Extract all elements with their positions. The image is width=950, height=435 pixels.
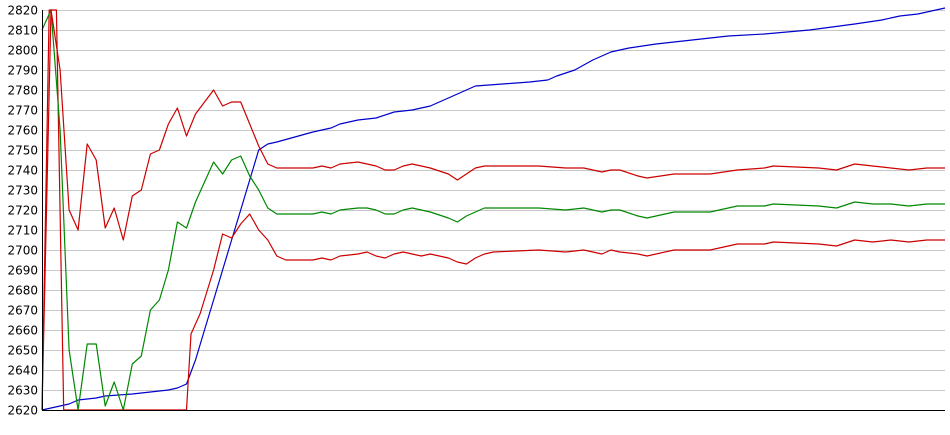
y-tick-label: 2730 [7, 184, 38, 198]
y-tick-label: 2660 [7, 324, 38, 338]
y-tick-label: 2770 [7, 104, 38, 118]
y-tick-label: 2760 [7, 124, 38, 138]
y-tick-label: 2810 [7, 24, 38, 38]
y-axis-tick-labels: 2620 2630 2640 2650 2660 2670 2680 2690 2700 2710… [7, 4, 38, 418]
series-line-3 [41, 9, 945, 411]
y-tick-label: 2800 [7, 44, 38, 58]
y-tick-label: 2720 [7, 204, 38, 218]
y-tick-label: 2710 [7, 224, 38, 238]
y-tick-label: 2650 [7, 344, 38, 358]
y-tick-label: 2700 [7, 244, 38, 258]
y-tick-label: 2820 [7, 4, 38, 18]
y-tick-label: 2780 [7, 84, 38, 98]
y-tick-label: 2670 [7, 304, 38, 318]
y-tick-label: 2740 [7, 164, 38, 178]
series-line-4 [41, 9, 945, 411]
y-tick-label: 2680 [7, 284, 38, 298]
y-tick-label: 2630 [7, 384, 38, 398]
y-tick-label: 2620 [7, 404, 38, 418]
y-tick-label: 2690 [7, 264, 38, 278]
grid-lines [42, 10, 945, 411]
y-tick-label: 2640 [7, 364, 38, 378]
y-tick-label: 2750 [7, 144, 38, 158]
y-tick-label: 2790 [7, 64, 38, 78]
axes [42, 10, 945, 411]
series-line-1 [41, 7, 946, 411]
series-line-2 [41, 9, 945, 411]
series-lines [41, 7, 946, 411]
